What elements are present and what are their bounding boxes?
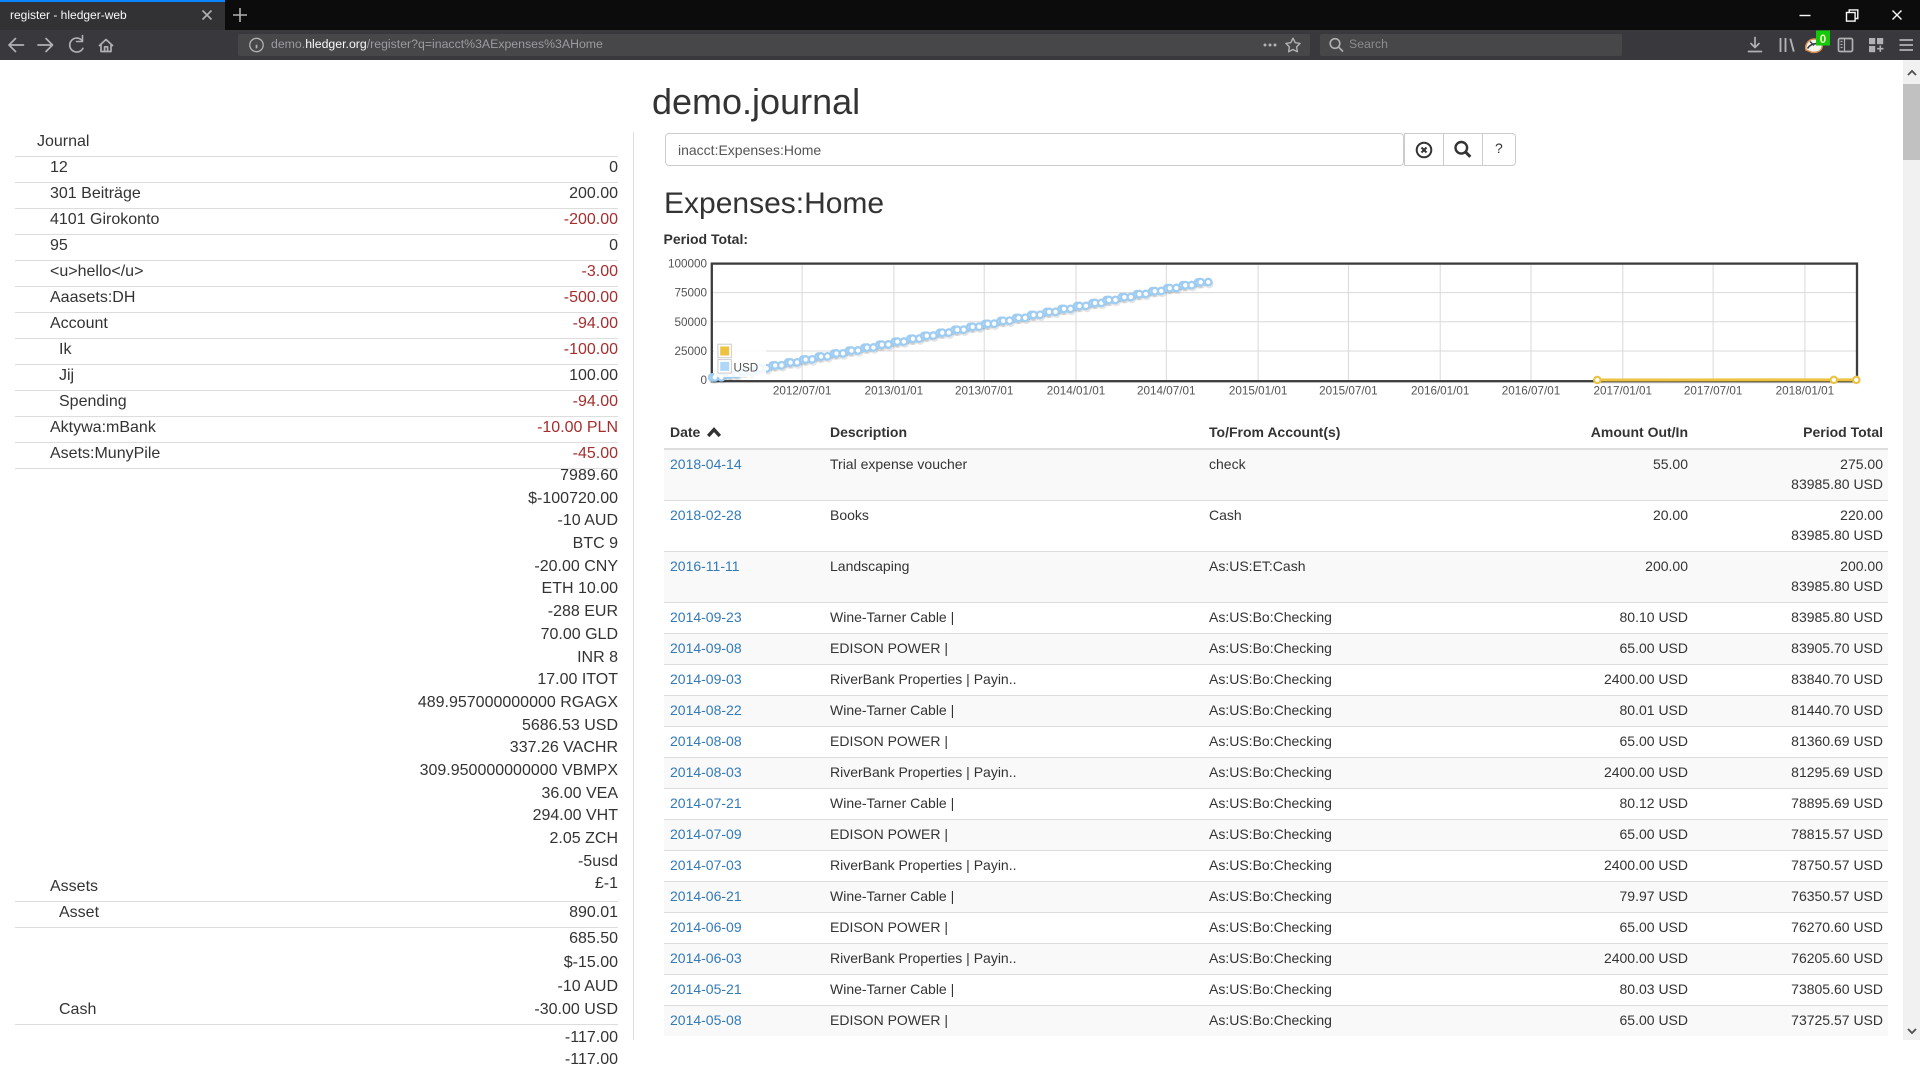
svg-text:2013/01/01: 2013/01/01 bbox=[865, 385, 924, 398]
svg-text:50000: 50000 bbox=[674, 316, 707, 329]
svg-text:0: 0 bbox=[1820, 34, 1826, 46]
svg-text:0: 0 bbox=[700, 374, 707, 387]
svg-text:2014/01/01: 2014/01/01 bbox=[1047, 385, 1106, 398]
svg-text:2017/01/01: 2017/01/01 bbox=[1594, 385, 1653, 398]
svg-text:2012/07/01: 2012/07/01 bbox=[773, 385, 832, 398]
svg-text:2015/01/01: 2015/01/01 bbox=[1229, 385, 1288, 398]
svg-text:2018/01/01: 2018/01/01 bbox=[1776, 385, 1835, 398]
svg-text:2016/01/01: 2016/01/01 bbox=[1411, 385, 1470, 398]
svg-text:2015/07/01: 2015/07/01 bbox=[1319, 385, 1378, 398]
svg-text:2014/07/01: 2014/07/01 bbox=[1137, 385, 1196, 398]
svg-text:2013/07/01: 2013/07/01 bbox=[955, 385, 1014, 398]
svg-text:100000: 100000 bbox=[668, 257, 708, 270]
svg-text:75000: 75000 bbox=[674, 287, 707, 300]
svg-text:2017/07/01: 2017/07/01 bbox=[1684, 385, 1743, 398]
svg-text:2016/07/01: 2016/07/01 bbox=[1502, 385, 1561, 398]
svg-text:25000: 25000 bbox=[674, 345, 707, 358]
svg-text:USD: USD bbox=[734, 361, 759, 374]
